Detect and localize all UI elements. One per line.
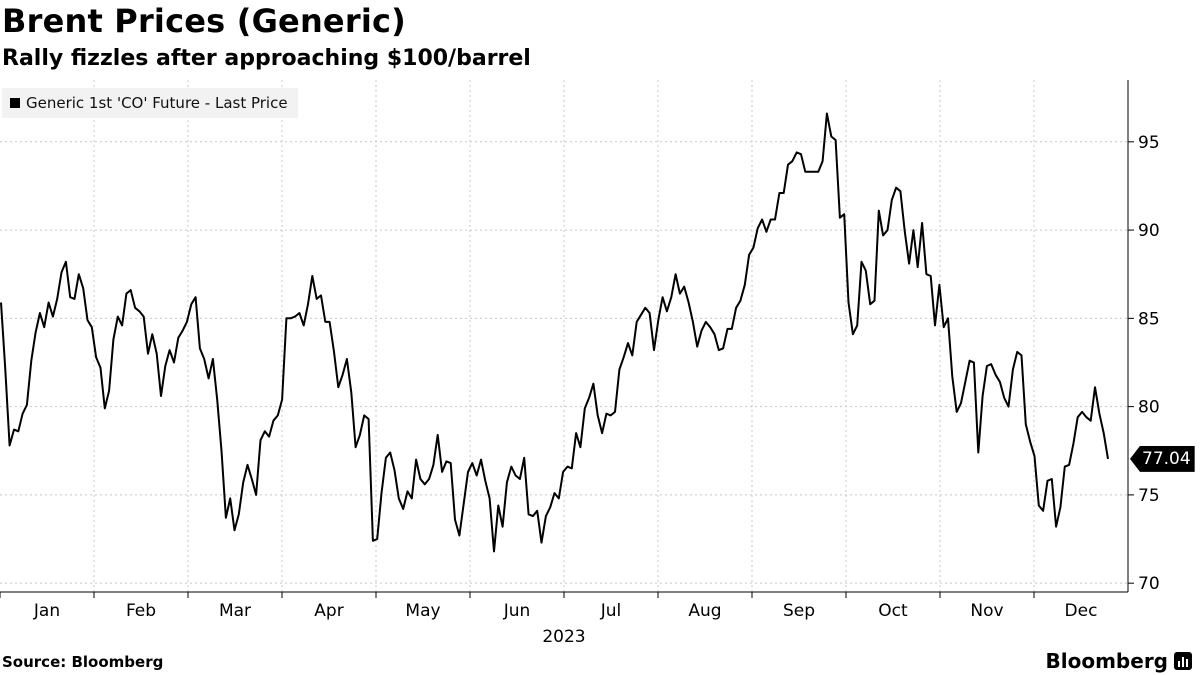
chart-subtitle: Rally fizzles after approaching $100/bar… bbox=[2, 46, 531, 71]
y-tick-label: 75 bbox=[1138, 486, 1160, 506]
y-tick-label: 90 bbox=[1138, 221, 1160, 241]
y-tick-label: 80 bbox=[1138, 398, 1160, 418]
bar-chart-icon bbox=[1174, 652, 1192, 670]
grid-lines bbox=[0, 80, 1128, 592]
chart-title: Brent Prices (Generic) bbox=[2, 2, 406, 40]
y-tick-label: 70 bbox=[1138, 574, 1160, 594]
x-tick-label: Apr bbox=[314, 601, 343, 621]
x-tick-label: Oct bbox=[878, 601, 908, 621]
legend: Generic 1st 'CO' Future - Last Price bbox=[2, 88, 298, 118]
x-tick-label: Mar bbox=[219, 601, 251, 621]
x-tick-label: Feb bbox=[126, 601, 156, 621]
brand-logo: Bloomberg bbox=[1046, 649, 1192, 673]
legend-swatch bbox=[10, 98, 20, 108]
x-tick-label: Sep bbox=[783, 601, 815, 621]
x-tick-label: May bbox=[405, 601, 440, 621]
y-tick-label: 95 bbox=[1138, 133, 1160, 153]
last-value-badge: 77.04 bbox=[1130, 445, 1195, 472]
x-axis-year-label: 2023 bbox=[542, 627, 585, 647]
y-axis: 70 75 80 85 90 95 bbox=[1127, 80, 1160, 594]
legend-label: Generic 1st 'CO' Future - Last Price bbox=[26, 94, 288, 112]
x-tick-label: Dec bbox=[1065, 601, 1098, 621]
x-tick-label: Nov bbox=[970, 601, 1003, 621]
x-tick-label: Jul bbox=[600, 601, 622, 621]
x-tick-label: Jun bbox=[503, 601, 531, 621]
series-line bbox=[0, 112, 1109, 553]
series-layer bbox=[0, 112, 1109, 553]
x-tick-label: Aug bbox=[688, 601, 721, 621]
source-note: Source: Bloomberg bbox=[2, 653, 164, 671]
x-tick-label: Jan bbox=[33, 601, 60, 621]
brand-name: Bloomberg bbox=[1045, 649, 1168, 673]
y-tick-label: 85 bbox=[1138, 309, 1160, 329]
x-axis: Jan Feb Mar Apr May Jun Jul Aug Sep Oct Nov Dec 2023 bbox=[0, 591, 1128, 647]
